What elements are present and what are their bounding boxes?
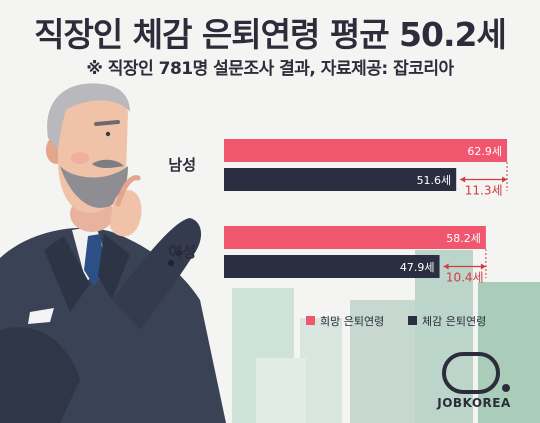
legend-label: 희망 은퇴연령 (320, 315, 384, 328)
mustache (92, 159, 124, 168)
lapel (98, 234, 130, 300)
bar-value-label: 51.6세 (417, 174, 452, 187)
sleeve-button (176, 250, 182, 256)
building (478, 282, 540, 423)
thinking-man-illustration (0, 83, 226, 423)
pocket-square (28, 308, 54, 324)
sleeve-button (168, 260, 174, 266)
lapel (44, 236, 90, 312)
finger (115, 175, 141, 207)
difference-label: 10.4세 (446, 271, 484, 285)
bar-value-label: 62.9세 (467, 145, 502, 158)
logo-mark-icon (442, 352, 510, 394)
difference-arrow-right (502, 176, 508, 183)
bar-hope (224, 139, 508, 162)
bar-value-label: 58.2세 (446, 232, 481, 245)
eyebrow (94, 120, 120, 126)
eye (105, 131, 111, 137)
category-label: 여성 (168, 243, 196, 261)
legend-swatch (306, 316, 315, 325)
building (415, 250, 473, 423)
hair (47, 83, 130, 150)
arm (112, 218, 202, 330)
bar-felt (224, 255, 440, 278)
difference-arrow-left (443, 263, 449, 270)
difference-arrow-right (480, 263, 486, 270)
arm-bottom (0, 327, 80, 423)
logo-text: JOBKOREA (437, 396, 511, 410)
legend-swatch (408, 316, 417, 325)
difference-label: 11.3세 (465, 184, 503, 198)
chart-title: 직장인 체감 은퇴연령 평균 50.2세 (34, 15, 507, 54)
chart-subtitle: ※ 직장인 781명 설문조사 결과, 자료제공: 잡코리아 (86, 59, 454, 79)
bar-value-label: 47.9세 (400, 261, 435, 274)
bar-hope (224, 226, 486, 249)
building (300, 318, 342, 423)
jobkorea-logo: JOBKOREA (432, 352, 516, 412)
legend-label: 체감 은퇴연령 (422, 315, 486, 328)
beard (60, 166, 128, 208)
difference-arrow-left (460, 176, 466, 183)
bar-felt (224, 168, 457, 191)
cheek (71, 152, 89, 164)
category-label: 남성 (168, 156, 196, 174)
building (256, 358, 306, 423)
